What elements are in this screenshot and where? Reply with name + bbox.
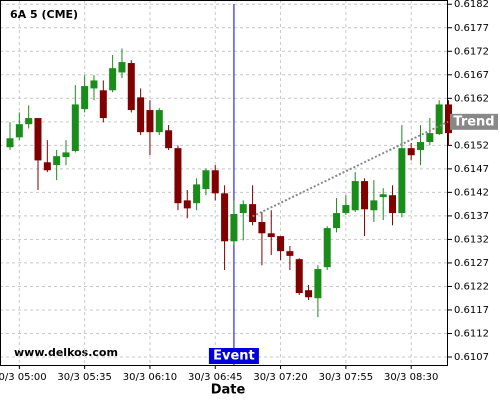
candle-body: [165, 130, 173, 149]
trend-line: [252, 120, 449, 218]
candle-body: [426, 133, 434, 143]
candle-body: [193, 184, 201, 204]
y-tick-label: 0.6132: [454, 234, 489, 245]
candle-body: [34, 118, 42, 161]
candle-body: [109, 68, 117, 91]
y-tick-label: 0.6162: [454, 93, 489, 104]
chart-title: 6A 5 (CME): [10, 8, 78, 21]
y-tick-label: 0.6167: [454, 70, 489, 81]
x-tick-label: 30/3 05:00: [0, 372, 47, 383]
candle-body: [43, 162, 51, 171]
plot-frame: [0, 0, 448, 366]
candle-body: [25, 118, 33, 125]
candle-body: [230, 214, 238, 242]
candle-body: [295, 259, 303, 294]
y-tick-label: 0.6182: [454, 0, 489, 10]
y-tick-label: 0.6122: [454, 281, 489, 292]
candle-body: [183, 200, 191, 209]
event-label: Event: [213, 349, 255, 364]
x-tick-label: 30/3 06:10: [123, 372, 177, 383]
y-tick-label: 0.6147: [454, 164, 489, 175]
candle-body: [351, 181, 359, 211]
candle-body: [221, 193, 229, 242]
candle-body: [127, 63, 135, 111]
y-tick-label: 0.6142: [454, 187, 489, 198]
candle-body: [435, 104, 443, 135]
y-tick-label: 0.6127: [454, 258, 489, 269]
candle-body: [305, 290, 313, 298]
event-label-box: [208, 348, 259, 364]
trend-label-box: [450, 113, 498, 130]
candle-body: [118, 62, 126, 73]
candle-body: [15, 124, 23, 138]
candle-body: [81, 86, 89, 110]
trend-label: Trend: [453, 114, 494, 129]
watermark: www.delkos.com: [14, 346, 118, 359]
candle-body: [417, 142, 425, 151]
candle-body: [370, 200, 378, 211]
y-tick-label: 0.6172: [454, 46, 489, 57]
candle-body: [333, 213, 341, 229]
candle-body: [6, 138, 14, 148]
candle-body: [211, 170, 219, 194]
candle-body: [239, 204, 247, 214]
y-tick-label: 0.6112: [454, 328, 489, 339]
candle-body: [342, 205, 350, 214]
candle-body: [90, 80, 98, 89]
candle-body: [62, 152, 70, 158]
candle-body: [286, 251, 294, 256]
candle-body: [249, 204, 257, 223]
candle-body: [323, 228, 331, 268]
candle-body: [174, 148, 182, 204]
x-tick-label: 30/3 08:30: [384, 372, 438, 383]
candle-body: [361, 181, 369, 210]
x-tick-label: 30/3 07:20: [253, 372, 307, 383]
x-tick-label: 30/3 05:35: [57, 372, 111, 383]
x-tick-label: 30/3 07:55: [319, 372, 373, 383]
candle-body: [445, 104, 453, 134]
candle-body: [277, 236, 285, 252]
y-tick-label: 0.6117: [454, 305, 489, 316]
candle-body: [379, 194, 387, 198]
y-tick-label: 0.6107: [454, 352, 489, 363]
x-axis-label: Date: [211, 383, 246, 398]
candle-body: [314, 269, 322, 299]
x-tick-label: 30/3 06:45: [188, 372, 242, 383]
candle-body: [398, 148, 406, 214]
candle-body: [137, 97, 145, 133]
candle-body: [146, 110, 154, 133]
candle-body: [407, 148, 415, 156]
y-tick-label: 0.6137: [454, 211, 489, 222]
y-tick-label: 0.6152: [454, 140, 489, 151]
candle-body: [99, 90, 107, 119]
candle-body: [258, 222, 266, 234]
candle-body: [71, 104, 79, 151]
y-tick-label: 0.6177: [454, 23, 489, 34]
candle-body: [155, 110, 163, 133]
candle-body: [267, 233, 275, 238]
candle-body: [53, 156, 61, 166]
candle-body: [389, 195, 397, 214]
candle-body: [202, 170, 210, 190]
